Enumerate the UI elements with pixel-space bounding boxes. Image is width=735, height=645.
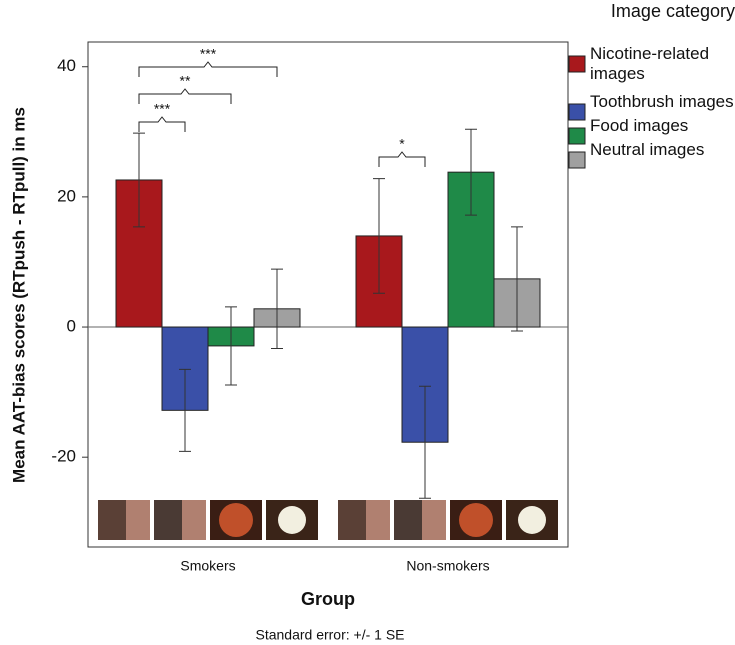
error-bar — [133, 132, 145, 228]
significance-bracket — [138, 88, 232, 104]
legend-swatch — [568, 103, 586, 121]
error-bar — [225, 306, 237, 386]
legend-entry: Neutral images — [590, 140, 705, 159]
significance-bracket — [378, 151, 426, 167]
x-tick-label: Smokers — [180, 558, 235, 574]
error-bar — [373, 178, 385, 294]
legend-entry: Food images — [590, 116, 689, 135]
legend-entry: Toothbrush images — [590, 92, 734, 111]
plot-frame — [87, 41, 569, 548]
x-axis-label: Group — [301, 589, 355, 609]
legend-entry: Nicotine-related images — [590, 44, 710, 83]
thumbnail-plate — [278, 506, 306, 534]
y-axis-label: Mean AAT-bias scores (RTpush - RTpull) i… — [9, 107, 28, 483]
thumbnail-face — [182, 500, 206, 540]
significance-bracket — [138, 61, 278, 77]
thumbnail-face — [366, 500, 390, 540]
significance-bracket — [138, 116, 186, 132]
footnote: Standard error: +/- 1 SE — [255, 627, 404, 643]
legend-swatch — [568, 127, 586, 145]
error-bar — [465, 128, 477, 216]
error-bar — [271, 268, 283, 350]
thumbnail-face — [422, 500, 446, 540]
x-tick-label: Non-smokers — [406, 558, 489, 574]
y-tick-label: 40 — [57, 56, 76, 75]
legend-label: Food images — [590, 116, 689, 135]
thumbnail-face — [126, 500, 150, 540]
y-tick-label: -20 — [51, 447, 76, 466]
significance-label: *** — [200, 46, 217, 62]
significance-label: ** — [180, 73, 191, 89]
thumbnail-plate — [518, 506, 546, 534]
legend-title: Image category — [611, 1, 735, 21]
legend-swatch — [568, 151, 586, 169]
significance-label: *** — [154, 101, 171, 117]
y-tick-label: 20 — [57, 186, 76, 205]
legend-label: Toothbrush images — [590, 92, 734, 111]
error-bar — [419, 385, 431, 499]
legend-label: Neutral images — [590, 140, 705, 159]
significance-label: * — [399, 136, 405, 152]
legend-label: Nicotine-related images — [590, 44, 710, 83]
thumbnail-pizza — [459, 503, 493, 537]
thumbnail-pizza — [219, 503, 253, 537]
y-tick-label: 0 — [67, 317, 76, 336]
legend-swatch — [568, 55, 586, 73]
error-bar — [511, 226, 523, 332]
error-bar — [179, 368, 191, 452]
